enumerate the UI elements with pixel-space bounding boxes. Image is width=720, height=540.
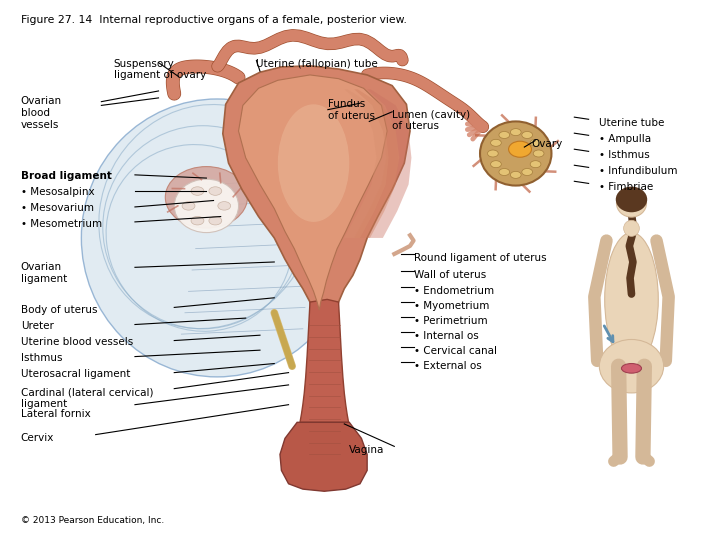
Text: • Mesosalpinx: • Mesosalpinx [21, 187, 94, 197]
Ellipse shape [530, 161, 541, 167]
Text: Vagina: Vagina [349, 446, 384, 455]
Text: • Ampulla: • Ampulla [599, 134, 652, 144]
Text: Uterine blood vessels: Uterine blood vessels [21, 337, 133, 347]
Polygon shape [280, 422, 367, 491]
Text: • Fimbriae: • Fimbriae [599, 182, 654, 192]
Ellipse shape [510, 129, 521, 136]
Text: • Mesovarium: • Mesovarium [21, 203, 94, 213]
Text: Ureter: Ureter [21, 321, 53, 331]
Text: Wall of uterus: Wall of uterus [413, 270, 486, 280]
Text: Cervix: Cervix [21, 433, 54, 443]
Ellipse shape [490, 161, 501, 167]
Ellipse shape [191, 187, 204, 195]
Text: • Mesometrium: • Mesometrium [21, 219, 102, 229]
Text: Lateral fornix: Lateral fornix [21, 409, 91, 419]
Text: © 2013 Pearson Education, Inc.: © 2013 Pearson Education, Inc. [21, 516, 164, 525]
Text: Ovarian
ligament: Ovarian ligament [21, 262, 67, 284]
Text: • Infundibulum: • Infundibulum [599, 166, 678, 176]
Ellipse shape [499, 132, 510, 138]
Ellipse shape [191, 217, 204, 225]
Ellipse shape [621, 363, 642, 373]
Text: Uterosacral ligament: Uterosacral ligament [21, 369, 130, 379]
Text: • Isthmus: • Isthmus [599, 150, 650, 160]
Text: Figure 27. 14  Internal reproductive organs of a female, posterior view.: Figure 27. 14 Internal reproductive orga… [21, 15, 407, 24]
Ellipse shape [480, 122, 552, 186]
Ellipse shape [599, 340, 664, 393]
Text: Uterine tube: Uterine tube [599, 118, 665, 127]
Ellipse shape [499, 168, 510, 176]
Ellipse shape [616, 187, 647, 212]
Text: Fundus
of uterus: Fundus of uterus [328, 99, 375, 120]
Ellipse shape [534, 150, 544, 157]
Ellipse shape [209, 187, 222, 195]
Polygon shape [344, 89, 389, 238]
Polygon shape [300, 299, 348, 422]
Ellipse shape [490, 139, 501, 146]
Ellipse shape [278, 104, 349, 222]
Text: Cardinal (lateral cervical)
ligament: Cardinal (lateral cervical) ligament [21, 388, 153, 409]
Ellipse shape [522, 168, 533, 176]
Text: Suspensory
ligament of ovary: Suspensory ligament of ovary [114, 59, 206, 80]
Ellipse shape [530, 139, 541, 146]
Text: • Endometrium: • Endometrium [413, 286, 494, 296]
Ellipse shape [616, 190, 647, 217]
Ellipse shape [508, 141, 531, 157]
Polygon shape [238, 75, 387, 310]
Ellipse shape [166, 166, 248, 228]
Text: Lumen (cavity)
of uterus: Lumen (cavity) of uterus [392, 110, 470, 131]
Polygon shape [354, 89, 399, 238]
Text: • Cervical canal: • Cervical canal [413, 346, 497, 356]
Ellipse shape [209, 217, 222, 225]
Text: • Myometrium: • Myometrium [413, 301, 489, 311]
Ellipse shape [510, 171, 521, 178]
Text: Uterine (fallopian) tube: Uterine (fallopian) tube [256, 59, 378, 69]
Text: Isthmus: Isthmus [21, 353, 62, 363]
Text: Round ligament of uterus: Round ligament of uterus [413, 253, 546, 263]
Ellipse shape [218, 201, 230, 210]
Polygon shape [367, 89, 411, 238]
Ellipse shape [81, 99, 353, 377]
Text: Ovary: Ovary [531, 139, 563, 149]
Ellipse shape [605, 233, 658, 366]
Ellipse shape [174, 179, 238, 233]
Ellipse shape [182, 201, 195, 210]
Text: Body of uterus: Body of uterus [21, 305, 97, 315]
Text: • Internal os: • Internal os [413, 331, 478, 341]
Ellipse shape [624, 220, 639, 237]
Ellipse shape [522, 132, 533, 138]
Text: • Perimetrium: • Perimetrium [413, 316, 487, 326]
Polygon shape [222, 66, 410, 377]
Text: Broad ligament: Broad ligament [21, 171, 112, 181]
Text: • External os: • External os [413, 361, 482, 371]
Text: Ovarian
blood
vessels: Ovarian blood vessels [21, 96, 62, 130]
Ellipse shape [487, 150, 498, 157]
